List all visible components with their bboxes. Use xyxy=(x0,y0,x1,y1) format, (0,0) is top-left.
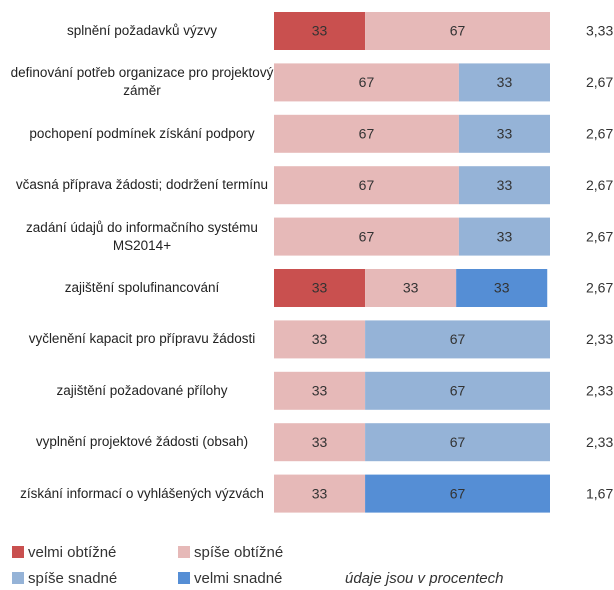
bar-segment xyxy=(365,423,550,462)
data-label: 33 xyxy=(403,280,419,296)
bar-segment xyxy=(365,12,550,50)
category-label: definování potřeb organizace pro projekt… xyxy=(10,65,274,99)
bar-segment xyxy=(274,474,366,513)
data-label: 33 xyxy=(494,280,510,296)
legend-swatch xyxy=(12,572,24,584)
category-label: zadání údajů do informačního systému MS2… xyxy=(26,219,258,253)
data-label: 67 xyxy=(450,331,466,347)
bar-segment xyxy=(274,371,366,410)
bar-segment xyxy=(365,474,550,513)
mean-label: 2,67 xyxy=(586,228,613,244)
mean-label: 2,33 xyxy=(586,434,613,450)
bar-segment xyxy=(274,166,459,205)
legend-label: spíše obtížné xyxy=(194,544,283,561)
data-label: 67 xyxy=(450,485,466,501)
data-label: 33 xyxy=(312,280,328,296)
bar-segment xyxy=(458,166,550,205)
legend-swatch xyxy=(178,546,190,558)
category-label: včasná příprava žádosti; dodržení termín… xyxy=(15,177,269,193)
note: údaje jsou v procentech xyxy=(345,570,503,587)
data-label: 33 xyxy=(497,228,513,244)
bar-segment xyxy=(274,320,366,359)
legend-swatch xyxy=(178,572,190,584)
data-label: 67 xyxy=(359,126,375,142)
mean-label: 2,67 xyxy=(586,74,613,90)
data-label: 33 xyxy=(312,485,328,501)
data-label: 33 xyxy=(312,23,328,39)
mean-label: 2,67 xyxy=(586,177,613,193)
bar-segment xyxy=(365,371,550,410)
data-label: 67 xyxy=(359,228,375,244)
bar-segment xyxy=(274,423,366,462)
bar-segment xyxy=(365,320,550,359)
bar-segment xyxy=(458,63,550,102)
bar-segment xyxy=(456,269,548,307)
category-label: získání informací o vyhlášených výzvách xyxy=(20,485,264,501)
data-label: 67 xyxy=(450,383,466,399)
mean-label: 1,67 xyxy=(586,485,613,501)
data-label: 33 xyxy=(497,126,513,142)
legend-label: velmi snadné xyxy=(194,570,282,587)
data-label: 33 xyxy=(312,331,328,347)
legend-label: velmi obtížné xyxy=(28,544,116,561)
bar-segment xyxy=(458,217,550,256)
bar-segment xyxy=(274,114,459,153)
category-label: vyčlenění kapacit pro přípravu žádosti xyxy=(28,331,256,347)
data-label: 67 xyxy=(359,177,375,193)
bar-segment xyxy=(274,269,366,307)
data-label: 33 xyxy=(497,177,513,193)
data-label: 67 xyxy=(450,434,466,450)
data-label: 33 xyxy=(497,74,513,90)
legend-swatch xyxy=(12,546,24,558)
mean-label: 2,67 xyxy=(586,126,613,142)
mean-label: 2,33 xyxy=(586,331,613,347)
category-label: pochopení podmínek získání podpory xyxy=(29,125,255,141)
legend-label: spíše snadné xyxy=(28,570,117,587)
data-label: 67 xyxy=(359,74,375,90)
data-label: 33 xyxy=(312,383,328,399)
category-label: splnění požadavků výzvy xyxy=(66,23,218,38)
bar-segment xyxy=(274,12,366,50)
bar-segment xyxy=(274,217,459,256)
category-label: vyplnění projektové žádosti (obsah) xyxy=(35,434,249,450)
bar-segment xyxy=(365,269,457,307)
bar-segment xyxy=(458,114,550,153)
bar-segment xyxy=(274,63,459,102)
category-label: zajištění spolufinancování xyxy=(64,280,220,295)
mean-label: 3,33 xyxy=(586,23,613,39)
mean-label: 2,33 xyxy=(586,383,613,399)
mean-label: 2,67 xyxy=(586,280,613,296)
data-label: 33 xyxy=(312,434,328,450)
category-label: zajištění požadované přílohy xyxy=(56,382,228,398)
data-label: 67 xyxy=(450,23,466,39)
